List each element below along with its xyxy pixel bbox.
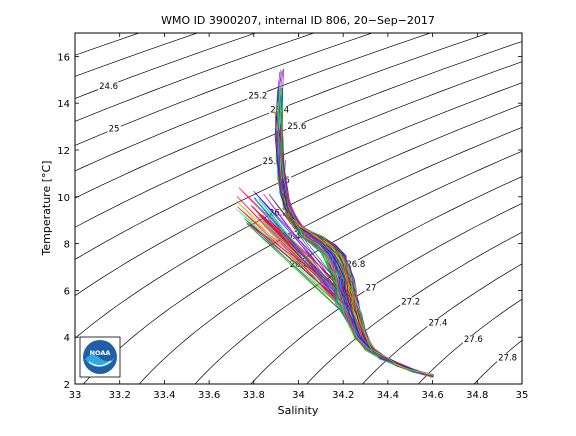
x-tick-label: 34.6 [421, 390, 443, 401]
x-tick-label: 34.8 [466, 390, 488, 401]
contour-label: 27.6 [464, 335, 483, 345]
x-tick-label: 34.4 [377, 390, 399, 401]
x-tick-label: 34.2 [332, 390, 354, 401]
y-tick-label: 8 [64, 240, 70, 251]
x-tick-label: 33.4 [153, 390, 175, 401]
x-tick-label: 33 [69, 390, 82, 401]
x-axis-label: Salinity [278, 404, 319, 417]
contour-label: 25.2 [248, 92, 267, 102]
y-tick-label: 2 [64, 380, 70, 391]
chart-title: WMO ID 3900207, internal ID 806, 20−Sep−… [161, 14, 435, 27]
y-tick-label: 6 [64, 286, 70, 297]
x-tick-label: 33.2 [109, 390, 131, 401]
x-tick-label: 33.8 [243, 390, 265, 401]
y-tick-label: 10 [57, 193, 70, 204]
y-axis-label: Temperature [°C] [40, 161, 53, 257]
x-tick-label: 34 [292, 390, 305, 401]
contour-label: 25.6 [287, 122, 306, 132]
y-tick-label: 14 [57, 99, 70, 110]
y-tick-label: 16 [57, 52, 70, 63]
contour-label: 27.8 [498, 354, 517, 364]
y-tick-label: 12 [57, 146, 70, 157]
x-tick-label: 33.6 [198, 390, 220, 401]
contour-label: 27 [366, 283, 377, 293]
noaa-logo-text: NOAA [90, 349, 111, 357]
contour-label: 27.4 [428, 319, 447, 329]
contour-label: 27.2 [401, 297, 420, 307]
contour-label: 25 [109, 124, 120, 134]
noaa-logo: NOAA [80, 337, 120, 377]
y-tick-label: 4 [64, 333, 70, 344]
x-tick-label: 35 [516, 390, 529, 401]
contour-label: 24.6 [99, 82, 118, 92]
